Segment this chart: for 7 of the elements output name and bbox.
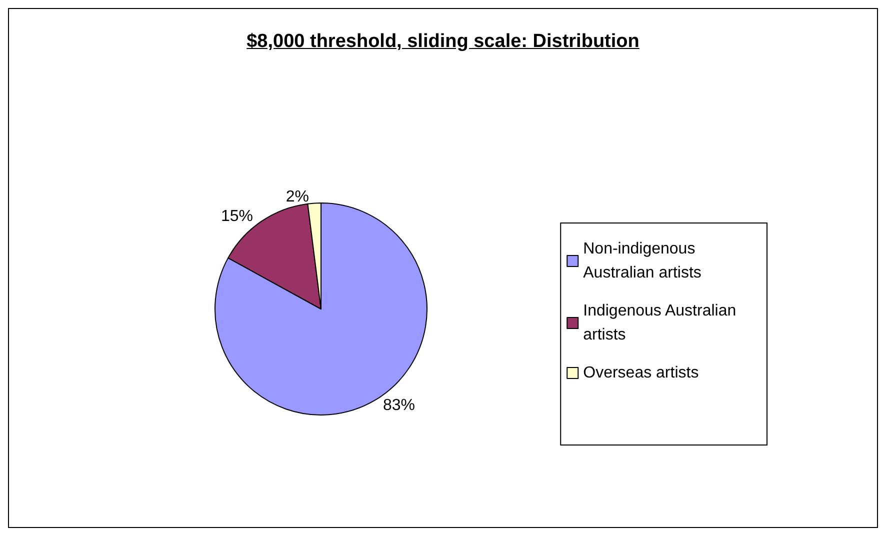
data-label: 15% — [221, 208, 254, 225]
chart-title: $8,000 threshold, sliding scale: Distribution — [246, 31, 640, 53]
data-label: 2% — [286, 188, 309, 206]
legend-label: Non-indigenous Australian artists — [583, 240, 702, 282]
data-label: 83% — [383, 396, 416, 414]
legend-label: Indigenous Australian artists — [583, 302, 736, 344]
legend-label: Overseas artists — [583, 364, 699, 382]
